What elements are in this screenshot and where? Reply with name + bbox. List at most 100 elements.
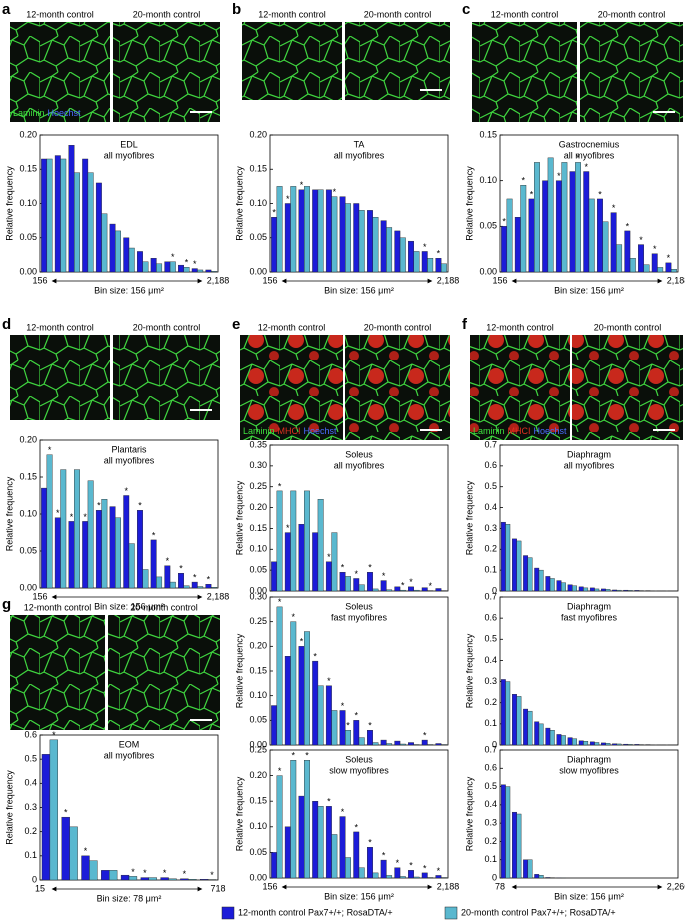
x-axis-label: Bin size: 156 μm²: [324, 285, 394, 295]
significance-star: *: [300, 180, 304, 190]
y-tick-label: 0.10: [479, 175, 497, 185]
bar: [583, 740, 589, 746]
bar: [298, 646, 305, 746]
bar: [109, 506, 116, 589]
chart-title: Diaphragm: [567, 754, 611, 764]
y-tick-label: 0.10: [249, 544, 267, 554]
bar: [435, 743, 442, 746]
image-label: 20-month control: [364, 322, 432, 332]
y-tick-label: 0.3: [484, 523, 497, 533]
bar: [547, 157, 554, 273]
x-end-label: 718: [210, 883, 225, 893]
y-tick-label: 0.7: [484, 591, 497, 601]
bar: [353, 203, 360, 273]
bar: [271, 216, 278, 273]
bar: [624, 230, 631, 273]
bar: [651, 253, 658, 273]
bar: [435, 588, 442, 592]
y-tick-label: 0.2: [484, 697, 497, 707]
chart-subtitle: all myofibres: [104, 455, 155, 465]
bar: [549, 578, 555, 592]
stain-name: Laminin: [13, 108, 45, 118]
chart-title: Plantaris: [111, 444, 147, 454]
bar: [331, 196, 338, 273]
bar: [339, 816, 346, 879]
y-tick-label: 0: [492, 585, 497, 595]
bar: [82, 521, 89, 589]
significance-star: *: [56, 508, 60, 518]
bar: [589, 587, 595, 592]
y-tick-label: 0.05: [249, 565, 267, 575]
bar: [339, 710, 346, 746]
bar: [545, 877, 551, 879]
bar: [638, 244, 644, 273]
micrograph: [240, 335, 343, 440]
bar: [312, 532, 319, 592]
significance-star: *: [278, 481, 282, 491]
y-tick-label: 0.15: [249, 796, 267, 806]
bar: [612, 743, 618, 746]
bar: [89, 860, 98, 881]
image-label: 12-month control: [486, 322, 554, 332]
bar: [41, 754, 51, 881]
bar: [435, 258, 442, 273]
y-axis-label: Relative frequency: [4, 770, 14, 845]
plot-frame: [499, 596, 679, 746]
bar: [534, 721, 540, 746]
y-tick-label: 0.3: [484, 676, 497, 686]
bar: [556, 580, 562, 592]
image-label: 12-month control: [26, 9, 94, 19]
y-tick-label: 0.2: [484, 836, 497, 846]
bar: [325, 806, 332, 879]
bar: [358, 584, 365, 592]
bar: [205, 269, 212, 273]
bar: [304, 490, 310, 592]
y-tick-label: 0.2: [484, 544, 497, 554]
bar: [560, 735, 566, 746]
significance-star: *: [292, 612, 296, 622]
panel-letter: c: [462, 1, 470, 18]
legend-label: 20-month control Pax7+/+; RosaDTA/+: [461, 907, 616, 917]
x-end-label: 156: [262, 275, 277, 285]
bar: [643, 264, 650, 273]
y-tick-label: 0.00: [249, 872, 267, 882]
significance-star: *: [612, 203, 616, 213]
bar: [54, 155, 61, 273]
bar: [312, 801, 319, 879]
y-axis-label: Relative frequency: [464, 480, 474, 555]
y-tick-label: 0.00: [249, 585, 267, 595]
bar: [421, 739, 428, 746]
bar: [601, 742, 606, 746]
y-tick-label: 0.05: [249, 232, 267, 242]
bar: [331, 834, 338, 879]
x-axis-label: Bin size: 156 μm²: [324, 891, 394, 901]
bar: [528, 198, 535, 273]
stain-name: MHCI: [278, 426, 301, 436]
bar: [500, 679, 506, 746]
y-tick-label: 0.05: [19, 545, 37, 555]
bar: [380, 580, 387, 592]
bar: [317, 499, 324, 592]
bar: [367, 210, 373, 273]
x-end-label: 156: [262, 881, 277, 891]
chart-title: Soleus: [345, 601, 373, 611]
bar: [205, 584, 212, 589]
bar: [567, 584, 573, 592]
bar: [74, 172, 80, 273]
chart-title: EDL: [120, 139, 138, 149]
bar: [556, 734, 562, 746]
significance-star: *: [626, 221, 630, 231]
bar: [399, 743, 406, 746]
x-end-label: 78: [495, 881, 505, 891]
bar: [331, 532, 338, 592]
micrograph: [113, 22, 220, 122]
significance-star: *: [131, 867, 135, 877]
bar: [325, 561, 332, 592]
significance-star: *: [423, 730, 427, 740]
bar: [290, 186, 297, 273]
significance-star: *: [368, 838, 372, 848]
bar: [538, 569, 544, 592]
bar: [115, 517, 121, 589]
bar: [137, 251, 143, 273]
chart-title: EOM: [119, 739, 140, 749]
